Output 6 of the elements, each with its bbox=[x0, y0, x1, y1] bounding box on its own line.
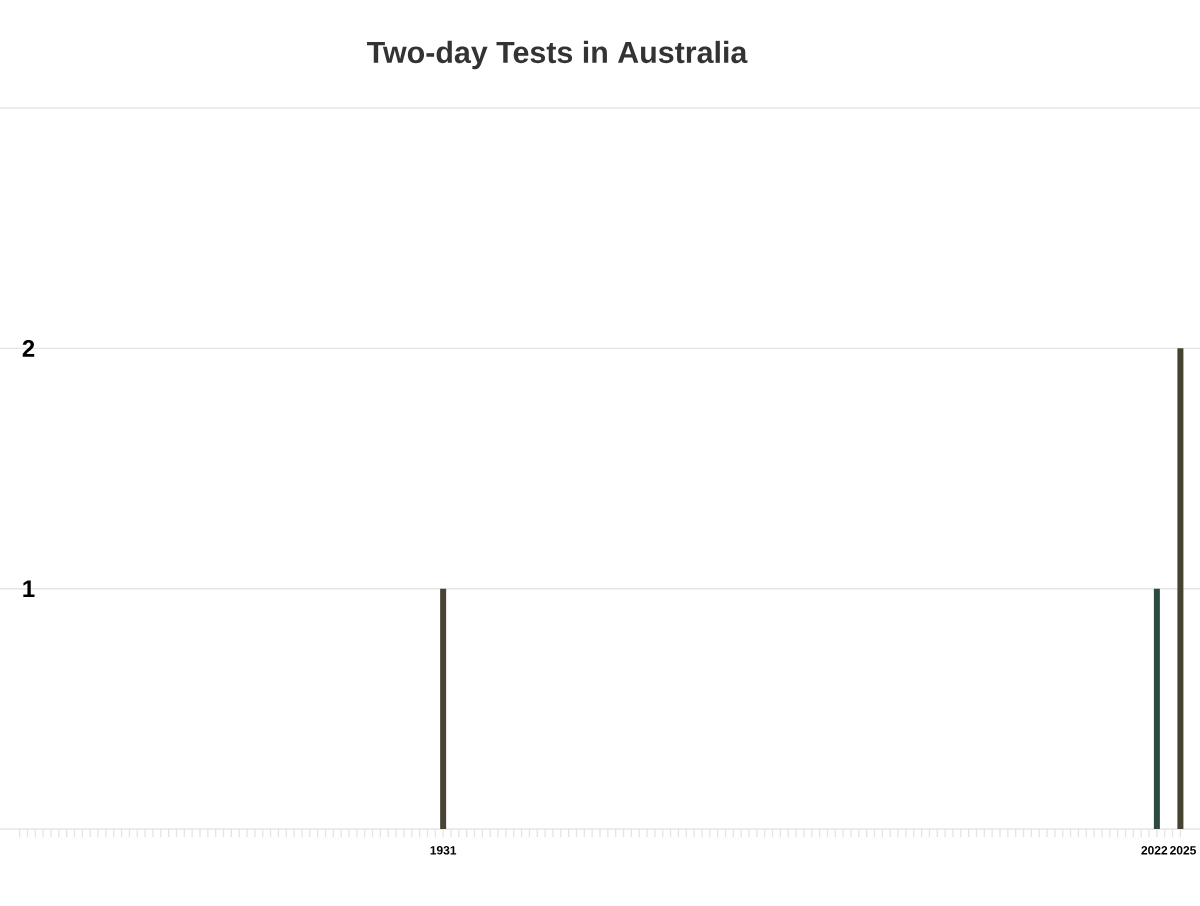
x-tick-label: 2022 bbox=[1141, 846, 1168, 855]
y-tick-label: 1 bbox=[23, 580, 35, 597]
x-tick-label: 1931 bbox=[430, 846, 457, 855]
x-tick-label: 2025 bbox=[1170, 846, 1196, 855]
y-tick-label: 2 bbox=[22, 339, 35, 357]
chart-title: Two-day Tests in Australia bbox=[367, 40, 748, 70]
